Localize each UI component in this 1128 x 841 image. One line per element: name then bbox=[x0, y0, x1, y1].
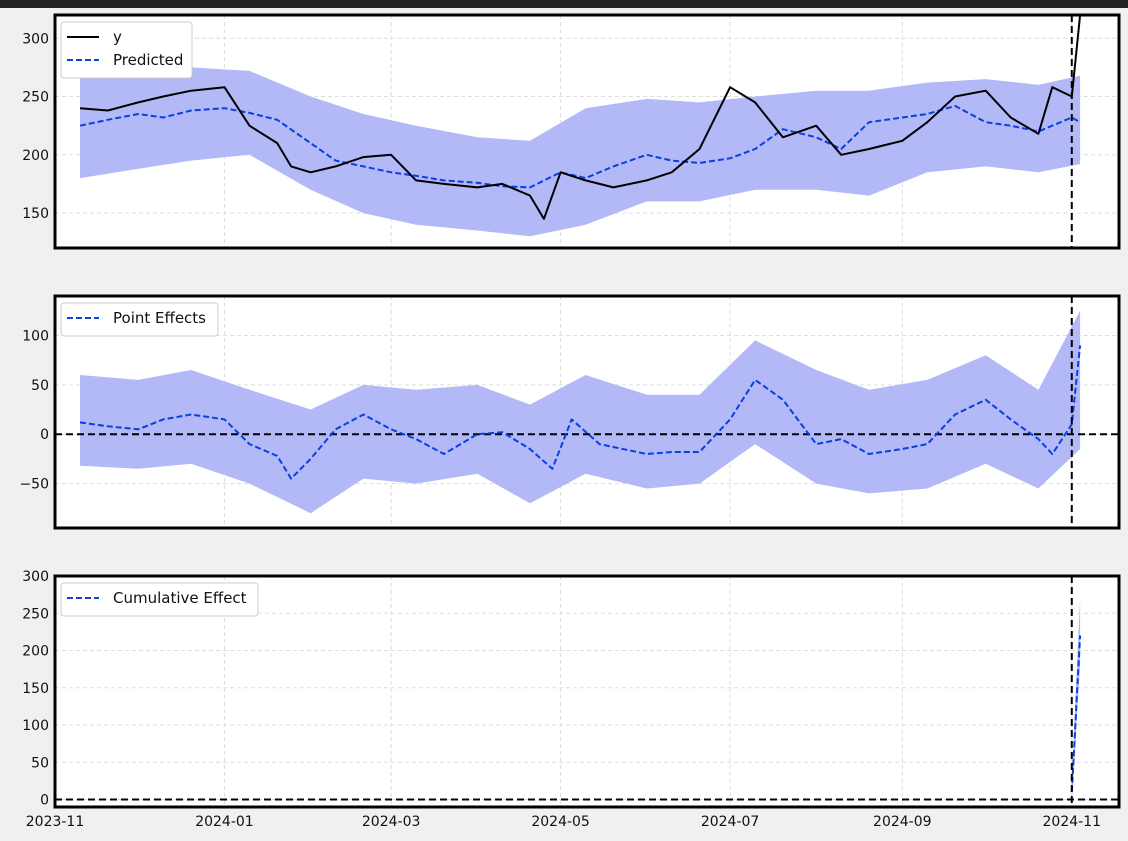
legend-box bbox=[60, 582, 259, 617]
y-tick-label: 50 bbox=[31, 378, 49, 394]
y-tick-label: 150 bbox=[22, 206, 49, 222]
series-line-predicted bbox=[79, 104, 1081, 189]
x-tick-label: 2024-11 bbox=[1043, 814, 1102, 830]
confidence-band bbox=[80, 67, 1081, 237]
legend-label: Predicted bbox=[113, 51, 183, 69]
axes-frame bbox=[53, 574, 1121, 809]
legend: Point Effects bbox=[60, 302, 219, 337]
x-tick-label: 2024-07 bbox=[701, 814, 760, 830]
y-tick-label: 50 bbox=[31, 755, 49, 771]
legend-box bbox=[60, 21, 193, 79]
panel-cumulative: 0 50 100 150 200 250 300 Cumulative Effect bbox=[22, 569, 1121, 809]
y-tick-label: 300 bbox=[22, 569, 49, 585]
panels: 150 200 250 300 y Predicted −50 0 50 100 Point Eff… bbox=[19, 13, 1121, 830]
series-line-cumulative-effect bbox=[1070, 635, 1082, 793]
panel-original: 150 200 250 300 y Predicted bbox=[22, 13, 1121, 250]
axes-frame bbox=[53, 294, 1121, 530]
x-tick-label: 2023-11 bbox=[26, 814, 85, 830]
y-tick-label: 150 bbox=[22, 681, 49, 697]
x-tick-label: 2024-01 bbox=[195, 814, 254, 830]
y-tick-label: 300 bbox=[22, 31, 49, 47]
series-line-y bbox=[79, 14, 1082, 220]
x-tick-label: 2024-05 bbox=[531, 814, 590, 830]
legend: y Predicted bbox=[60, 21, 193, 79]
confidence-band bbox=[80, 310, 1081, 514]
series-line-point-effects bbox=[79, 345, 1082, 480]
y-tick-label: 0 bbox=[40, 427, 49, 443]
panel-pointwise: −50 0 50 100 Point Effects bbox=[19, 294, 1121, 530]
x-tick-label: 2024-03 bbox=[362, 814, 421, 830]
legend: Cumulative Effect bbox=[60, 582, 259, 617]
y-tick-label: 100 bbox=[22, 328, 49, 344]
y-tick-label: 100 bbox=[22, 718, 49, 734]
y-tick-label: −50 bbox=[19, 477, 49, 493]
legend-box bbox=[60, 302, 219, 337]
x-tick-label: 2024-09 bbox=[873, 814, 932, 830]
axes-frame bbox=[53, 13, 1121, 250]
top-window-bar bbox=[0, 0, 1128, 8]
y-tick-label: 250 bbox=[22, 606, 49, 622]
y-tick-label: 0 bbox=[40, 793, 49, 809]
legend-label: y bbox=[113, 28, 122, 46]
y-tick-label: 200 bbox=[22, 148, 49, 164]
legend-label: Cumulative Effect bbox=[113, 589, 247, 607]
legend-label: Point Effects bbox=[113, 309, 206, 327]
y-tick-label: 200 bbox=[22, 644, 49, 660]
y-tick-label: 250 bbox=[22, 90, 49, 106]
